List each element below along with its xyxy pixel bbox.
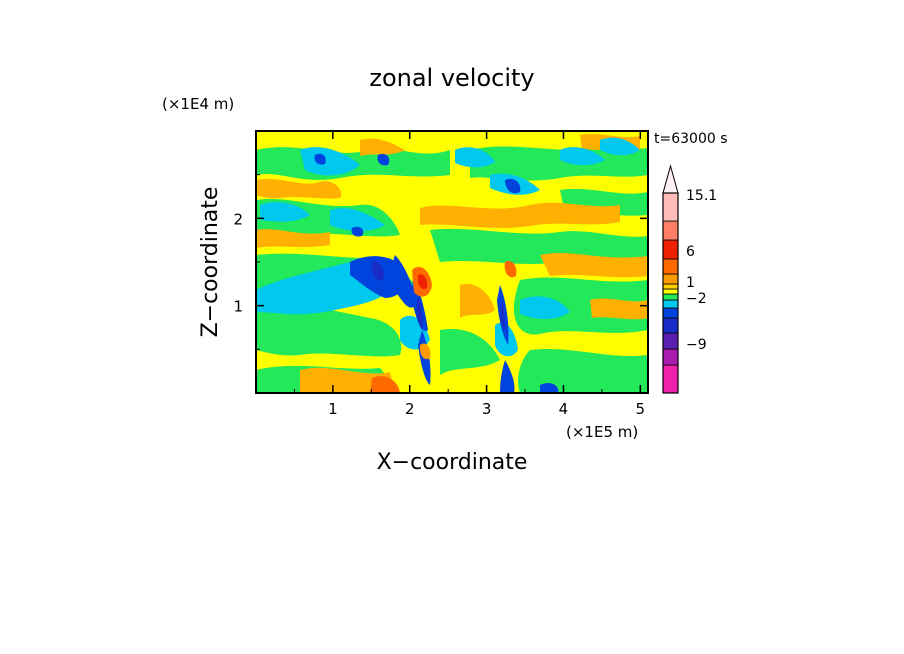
colorbar-extend-arrow xyxy=(662,164,679,194)
colorbar-frame xyxy=(662,192,679,394)
y-unit-label: (×1E4 m) xyxy=(162,95,234,113)
x-tick-label: 2 xyxy=(405,400,415,418)
colorbar-level xyxy=(662,332,679,350)
x-tick-label: 5 xyxy=(636,400,646,418)
x-tick-label: 4 xyxy=(559,400,569,418)
colorbar-level xyxy=(662,220,679,241)
contour-field xyxy=(256,131,648,393)
colorbar-level xyxy=(662,348,679,366)
colorbar-level xyxy=(662,317,679,334)
colorbar-level xyxy=(662,192,679,222)
indigo-regions xyxy=(371,261,506,330)
colorbar-level xyxy=(662,299,679,309)
time-label: t=63000 s xyxy=(654,131,728,147)
colorbar-level xyxy=(662,307,679,319)
chart-title: zonal velocity xyxy=(369,64,534,92)
colorbar-level xyxy=(662,239,679,260)
x-axis-label: X−coordinate xyxy=(377,450,528,475)
colorbar-level xyxy=(662,283,679,290)
colorbar-level xyxy=(662,364,679,394)
y-axis-ticks: 12 xyxy=(233,174,648,350)
x-tick-label: 3 xyxy=(482,400,492,418)
colorbar-level xyxy=(662,273,679,285)
colorbar-tick-label: −2 xyxy=(686,291,707,307)
colorbar: 15.1 6 1−2 −9 xyxy=(662,164,717,394)
y-axis-label: Z−coordinate xyxy=(198,187,223,338)
y-tick-label: 2 xyxy=(233,210,243,228)
colorbar-level xyxy=(662,293,679,301)
x-unit-label: (×1E5 m) xyxy=(566,423,638,441)
colorbar-tick-label: −9 xyxy=(686,337,707,353)
colorbar-level xyxy=(662,288,679,295)
x-tick-label: 1 xyxy=(328,400,338,418)
positive-core xyxy=(370,260,517,393)
y-tick-label: 1 xyxy=(233,298,243,316)
x-axis-ticks: 1 2 3 4 5 xyxy=(293,131,646,418)
colorbar-tick-label: 1 xyxy=(686,275,695,291)
colorbar-tick-label: 15.1 xyxy=(686,188,717,204)
colorbar-level xyxy=(662,258,679,275)
colorbar-tick-label: 6 xyxy=(686,244,695,260)
